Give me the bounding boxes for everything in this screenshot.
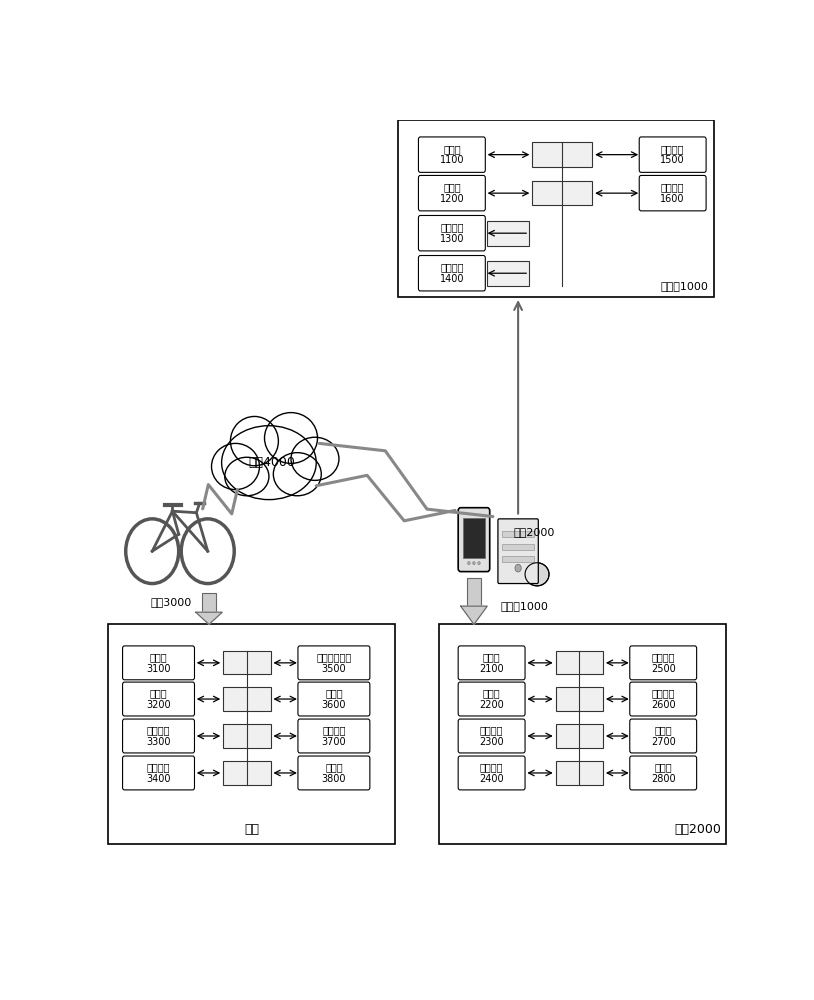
FancyBboxPatch shape xyxy=(639,137,706,172)
FancyBboxPatch shape xyxy=(458,508,490,572)
Bar xyxy=(502,544,534,550)
Polygon shape xyxy=(461,606,488,624)
Text: 陀螺仪
3600: 陀螺仪 3600 xyxy=(322,688,346,710)
Text: 麦克风
2800: 麦克风 2800 xyxy=(651,762,676,784)
Text: 服务器1000: 服务器1000 xyxy=(501,601,549,611)
FancyBboxPatch shape xyxy=(298,719,370,753)
FancyBboxPatch shape xyxy=(458,756,525,790)
FancyBboxPatch shape xyxy=(458,646,525,680)
FancyBboxPatch shape xyxy=(458,719,525,753)
Text: 接口装置
3300: 接口装置 3300 xyxy=(147,725,171,747)
Text: 输入装置
1600: 输入装置 1600 xyxy=(660,182,685,204)
Text: 服务器1000: 服务器1000 xyxy=(661,281,709,291)
Bar xyxy=(487,221,529,246)
Text: 存储器
1200: 存储器 1200 xyxy=(440,182,464,204)
Text: 终端2000: 终端2000 xyxy=(674,823,721,836)
Text: 通信装置
1400: 通信装置 1400 xyxy=(440,262,464,284)
Text: 通信装置
2400: 通信装置 2400 xyxy=(479,762,504,784)
Bar xyxy=(532,181,593,205)
FancyBboxPatch shape xyxy=(458,682,525,716)
Circle shape xyxy=(467,562,470,565)
FancyBboxPatch shape xyxy=(418,175,485,211)
Text: 车锁: 车锁 xyxy=(244,823,259,836)
Bar xyxy=(502,531,534,537)
Text: 存储器
3200: 存储器 3200 xyxy=(147,688,171,710)
Text: 显示装置
2500: 显示装置 2500 xyxy=(651,652,676,674)
Text: 定位模块
3700: 定位模块 3700 xyxy=(322,725,346,747)
Ellipse shape xyxy=(525,563,549,586)
Bar xyxy=(467,578,481,606)
Bar xyxy=(556,651,603,674)
FancyBboxPatch shape xyxy=(418,215,485,251)
Text: 处理器
1100: 处理器 1100 xyxy=(440,144,464,165)
Bar xyxy=(502,556,534,562)
Ellipse shape xyxy=(291,437,339,480)
Text: 加速度传感器
3500: 加速度传感器 3500 xyxy=(317,652,352,674)
Text: 终端2000: 终端2000 xyxy=(513,527,554,537)
FancyBboxPatch shape xyxy=(639,175,706,211)
Bar xyxy=(440,624,726,844)
Bar xyxy=(556,761,603,785)
Bar xyxy=(398,120,714,297)
Text: 通信装置
3400: 通信装置 3400 xyxy=(147,762,171,784)
FancyBboxPatch shape xyxy=(298,682,370,716)
Ellipse shape xyxy=(221,426,316,500)
FancyBboxPatch shape xyxy=(630,646,697,680)
Ellipse shape xyxy=(225,457,269,496)
Bar xyxy=(556,687,603,711)
Bar xyxy=(223,651,270,674)
Text: 输入装置
2600: 输入装置 2600 xyxy=(651,688,676,710)
Text: 处理器
2100: 处理器 2100 xyxy=(479,652,504,674)
Bar xyxy=(487,261,529,286)
Bar xyxy=(532,142,593,167)
FancyBboxPatch shape xyxy=(630,756,697,790)
FancyBboxPatch shape xyxy=(630,719,697,753)
Bar xyxy=(556,724,603,748)
Bar xyxy=(108,624,395,844)
FancyBboxPatch shape xyxy=(298,756,370,790)
Bar xyxy=(463,518,484,558)
FancyBboxPatch shape xyxy=(630,682,697,716)
FancyBboxPatch shape xyxy=(123,646,195,680)
FancyBboxPatch shape xyxy=(498,519,538,584)
Bar xyxy=(223,687,270,711)
Ellipse shape xyxy=(212,443,260,490)
Circle shape xyxy=(473,562,475,565)
Bar xyxy=(223,761,270,785)
Ellipse shape xyxy=(265,413,317,463)
Text: 处理器
3100: 处理器 3100 xyxy=(147,652,171,674)
Bar xyxy=(202,593,216,612)
FancyBboxPatch shape xyxy=(298,646,370,680)
FancyBboxPatch shape xyxy=(123,682,195,716)
Circle shape xyxy=(478,562,480,565)
Text: 车辆3000: 车辆3000 xyxy=(151,597,192,607)
Text: 扬声器
3800: 扬声器 3800 xyxy=(322,762,346,784)
Ellipse shape xyxy=(230,416,278,466)
Text: 扬声器
2700: 扬声器 2700 xyxy=(651,725,676,747)
Text: 接口装置
1300: 接口装置 1300 xyxy=(440,222,464,244)
Ellipse shape xyxy=(274,453,322,496)
Polygon shape xyxy=(195,612,222,624)
Text: 存储器
2200: 存储器 2200 xyxy=(479,688,504,710)
FancyBboxPatch shape xyxy=(123,719,195,753)
FancyBboxPatch shape xyxy=(418,256,485,291)
FancyBboxPatch shape xyxy=(418,137,485,172)
Text: 接口装置
2300: 接口装置 2300 xyxy=(479,725,504,747)
Bar xyxy=(223,724,270,748)
Circle shape xyxy=(515,564,521,572)
Text: 显示装置
1500: 显示装置 1500 xyxy=(660,144,685,165)
Text: 网络4000: 网络4000 xyxy=(248,456,295,469)
FancyBboxPatch shape xyxy=(123,756,195,790)
